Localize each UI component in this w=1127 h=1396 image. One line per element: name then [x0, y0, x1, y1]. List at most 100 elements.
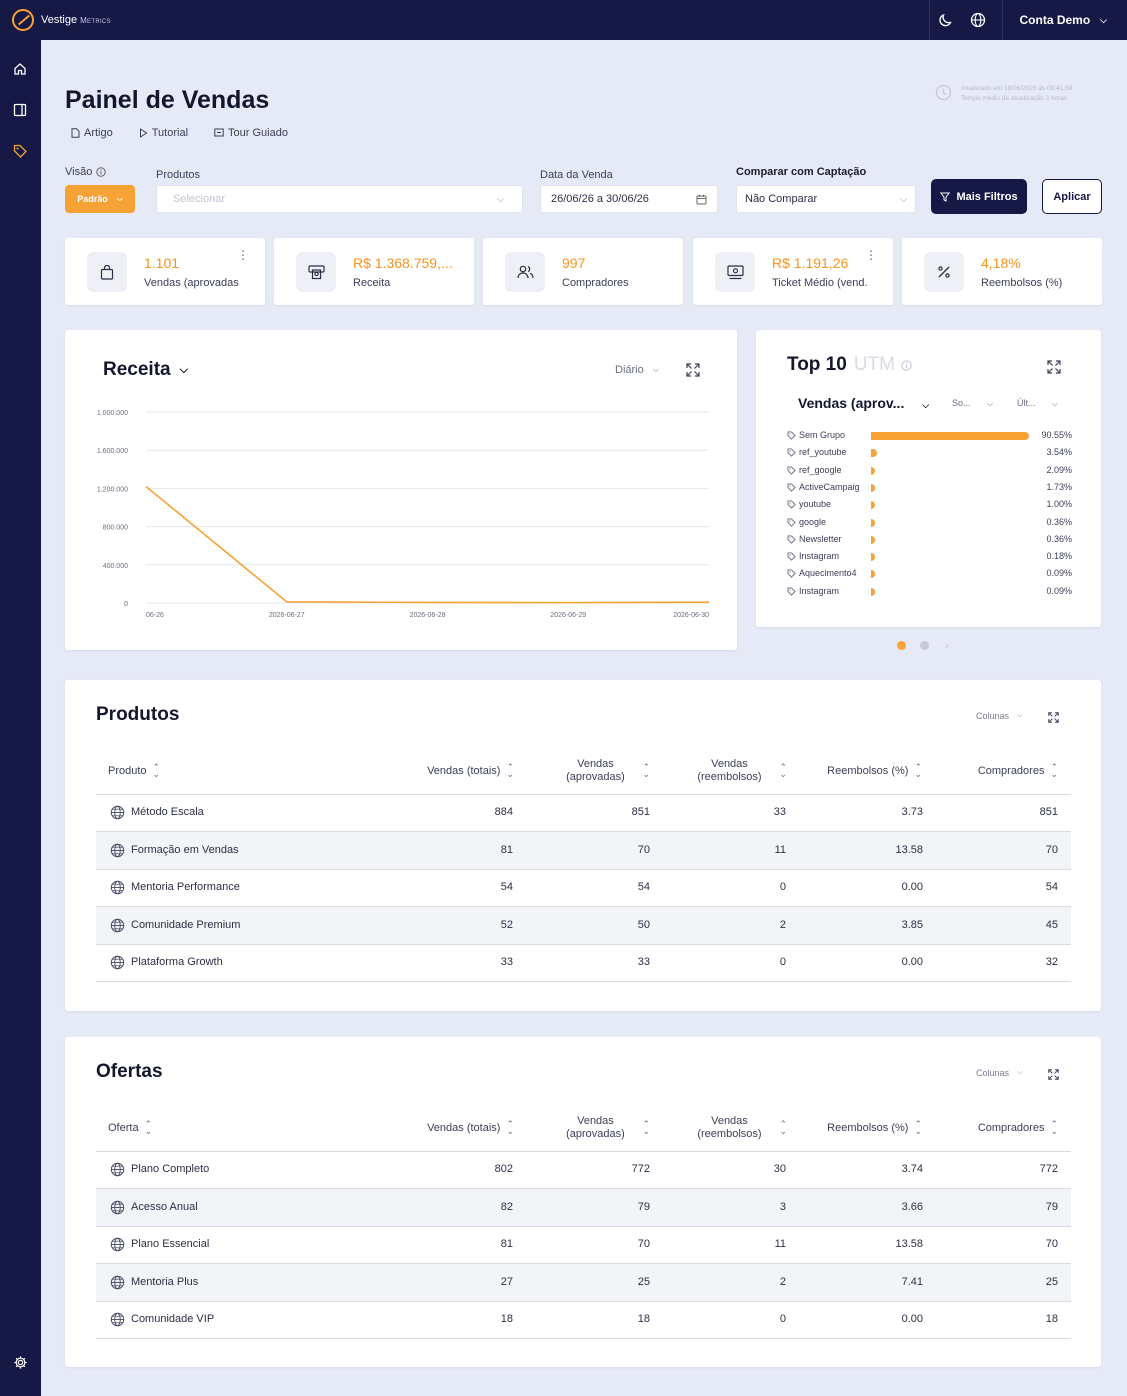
column-header[interactable]: Reembolsos (%) ⌃ ⌄: [752, 762, 922, 779]
account-menu[interactable]: Conta Demo ⌵: [1003, 13, 1127, 27]
visao-value: Padrão: [77, 194, 108, 204]
columns-select[interactable]: Colunas ⌵: [976, 1068, 1022, 1078]
column-header[interactable]: Vendas (aprovadas) ⌃ ⌄: [480, 1115, 650, 1141]
utm-row[interactable]: Aquecimento4 0.09%: [787, 565, 1072, 582]
expand-icon[interactable]: [686, 363, 700, 382]
globe-icon[interactable]: [962, 0, 994, 40]
column-header-label: Compradores: [977, 765, 1045, 777]
tag-icon[interactable]: [11, 142, 29, 160]
column-header[interactable]: Vendas (reembolsos) ⌃ ⌄: [617, 758, 787, 784]
column-header-label: Vendas (totais): [427, 1122, 501, 1134]
sort-icon[interactable]: ⌃ ⌄: [144, 1119, 153, 1136]
sort-select[interactable]: So... ⌵: [952, 398, 993, 409]
sort-icon[interactable]: ⌃ ⌄: [779, 762, 787, 779]
utm-bar: [871, 587, 875, 596]
sort-icon[interactable]: ⌃ ⌄: [642, 762, 650, 779]
tag-icon: [787, 552, 796, 563]
column-header[interactable]: Produto ⌃ ⌄: [108, 762, 161, 779]
comparar-select[interactable]: Não Comparar ⌵: [736, 185, 916, 213]
moon-icon[interactable]: [930, 0, 962, 40]
table-row[interactable]: Plataforma Growth 33 33 0 0.00 32: [96, 944, 1071, 983]
table-row[interactable]: Comunidade Premium 52 50 2 3.85 45: [96, 906, 1071, 945]
link-artigo[interactable]: Artigo: [71, 127, 113, 139]
sort-icon[interactable]: ⌃ ⌄: [914, 762, 922, 779]
link-tutorial[interactable]: Tutorial: [139, 127, 188, 139]
utm-bar: [871, 553, 875, 562]
sort-icon[interactable]: ⌃ ⌄: [506, 1119, 514, 1136]
column-header[interactable]: Vendas (totais) ⌃ ⌄: [344, 762, 514, 779]
kebab-menu-icon[interactable]: ⋮: [237, 248, 249, 262]
row-value: 3: [779, 1200, 786, 1213]
carousel-dot-active[interactable]: [897, 641, 906, 650]
chevron-right-icon[interactable]: ›: [945, 638, 949, 652]
gear-icon[interactable]: [11, 1353, 29, 1371]
utm-row[interactable]: Instagram 0.18%: [787, 548, 1072, 565]
metric-select[interactable]: Vendas (aprov... ⌵: [798, 395, 929, 411]
period-select[interactable]: Diário ⌵: [615, 364, 659, 376]
sort-icon[interactable]: ⌃ ⌄: [914, 1119, 922, 1136]
expand-icon[interactable]: [1047, 360, 1061, 379]
carousel-dot[interactable]: [920, 641, 929, 650]
expand-icon[interactable]: [1048, 710, 1059, 728]
sort-icon[interactable]: ⌃ ⌄: [779, 1119, 787, 1136]
panel-icon[interactable]: [11, 101, 29, 119]
columns-select[interactable]: Colunas ⌵: [976, 711, 1022, 721]
table-row[interactable]: Método Escala 884 851 33 3.73 851: [96, 794, 1071, 832]
kpi-reembolsos: 4,18% Reembolsos (%): [902, 238, 1102, 305]
utm-row[interactable]: Sem Grupo 90.55%: [787, 427, 1072, 444]
sort-icon[interactable]: ⌃ ⌄: [1050, 1119, 1058, 1136]
utm-row[interactable]: Instagram 0.09%: [787, 583, 1072, 600]
column-header[interactable]: Compradores ⌃ ⌄: [888, 762, 1058, 779]
utm-row[interactable]: ActiveCampaig 1.73%: [787, 479, 1072, 496]
sort-icon[interactable]: ⌃ ⌄: [1050, 762, 1058, 779]
utm-name: youtube: [799, 499, 832, 510]
utm-percent: 90.55%: [1041, 430, 1072, 440]
date-range-input[interactable]: 26/06/26 a 30/06/26: [540, 185, 718, 213]
column-header[interactable]: Vendas (aprovadas) ⌃ ⌄: [480, 758, 650, 784]
top-bar: Vestige Metrics Conta Demo ⌵: [0, 0, 1127, 40]
table-row[interactable]: Plano Completo 802 772 30 3.74 772: [96, 1151, 1071, 1189]
receita-title-select[interactable]: Receita ⌵: [103, 359, 188, 381]
table-row[interactable]: Comunidade VIP 18 18 0 0.00 18: [96, 1301, 1071, 1340]
column-header[interactable]: Reembolsos (%) ⌃ ⌄: [752, 1119, 922, 1136]
calendar-icon[interactable]: [696, 194, 707, 205]
home-icon[interactable]: [11, 60, 29, 78]
expand-icon[interactable]: [1048, 1067, 1059, 1085]
header-divider: [96, 794, 1071, 795]
link-tour[interactable]: Tour Guiado: [214, 127, 288, 139]
row-value: 0: [779, 1313, 786, 1326]
update-info: Atualizado em 18/06/2026 às 09:41:59 Tem…: [935, 84, 1072, 104]
column-header[interactable]: Compradores ⌃ ⌄: [888, 1119, 1058, 1136]
table-row[interactable]: Acesso Anual 82 79 3 3.66 79: [96, 1188, 1071, 1227]
sort-icon[interactable]: ⌃ ⌄: [152, 762, 161, 779]
sort-icon[interactable]: ⌃ ⌄: [506, 762, 514, 779]
chevron-down-icon: ⌵: [1017, 712, 1023, 719]
row-value: 33: [773, 806, 786, 818]
row-name: Plano Completo: [131, 1163, 210, 1175]
tag-icon: [787, 569, 796, 580]
sort-icon[interactable]: ⌃ ⌄: [642, 1119, 650, 1136]
utm-row[interactable]: Newsletter 0.36%: [787, 531, 1072, 548]
column-header[interactable]: Vendas (reembolsos) ⌃ ⌄: [617, 1115, 787, 1141]
kebab-menu-icon[interactable]: ⋮: [865, 248, 877, 262]
brand[interactable]: Vestige Metrics: [12, 9, 111, 31]
column-header-label: Vendas (reembolsos): [697, 1115, 762, 1140]
table-row[interactable]: Plano Essencial 81 70 11 13.58 70: [96, 1226, 1071, 1265]
produtos-select[interactable]: Selecionar ⌵: [156, 185, 523, 213]
table-row[interactable]: Mentoria Performance 54 54 0 0.00 54: [96, 869, 1071, 908]
utm-row[interactable]: google 0.36%: [787, 514, 1072, 531]
brand-sub: Metrics: [80, 15, 111, 25]
row-value: 18: [500, 1313, 513, 1326]
utm-row[interactable]: ref_google 2.09%: [787, 462, 1072, 479]
apply-button[interactable]: Aplicar: [1042, 179, 1102, 214]
utm-row[interactable]: youtube 1.00%: [787, 496, 1072, 513]
period-select[interactable]: Últ... ⌵: [1017, 398, 1058, 409]
table-row[interactable]: Mentoria Plus 27 25 2 7.41 25: [96, 1263, 1071, 1302]
column-header[interactable]: Vendas (totais) ⌃ ⌄: [344, 1119, 514, 1136]
utm-row[interactable]: ref_youtube 3.54%: [787, 444, 1072, 461]
table-row[interactable]: Formação em Vendas 81 70 11 13.58 70: [96, 831, 1071, 870]
more-filters-button[interactable]: Mais Filtros: [931, 179, 1027, 214]
visao-select[interactable]: Padrão ⌵: [65, 185, 135, 213]
top10-card: Top 10 UTM Vendas (aprov... ⌵ So... ⌵ Úl…: [756, 330, 1101, 627]
column-header[interactable]: Oferta ⌃ ⌄: [108, 1119, 153, 1136]
